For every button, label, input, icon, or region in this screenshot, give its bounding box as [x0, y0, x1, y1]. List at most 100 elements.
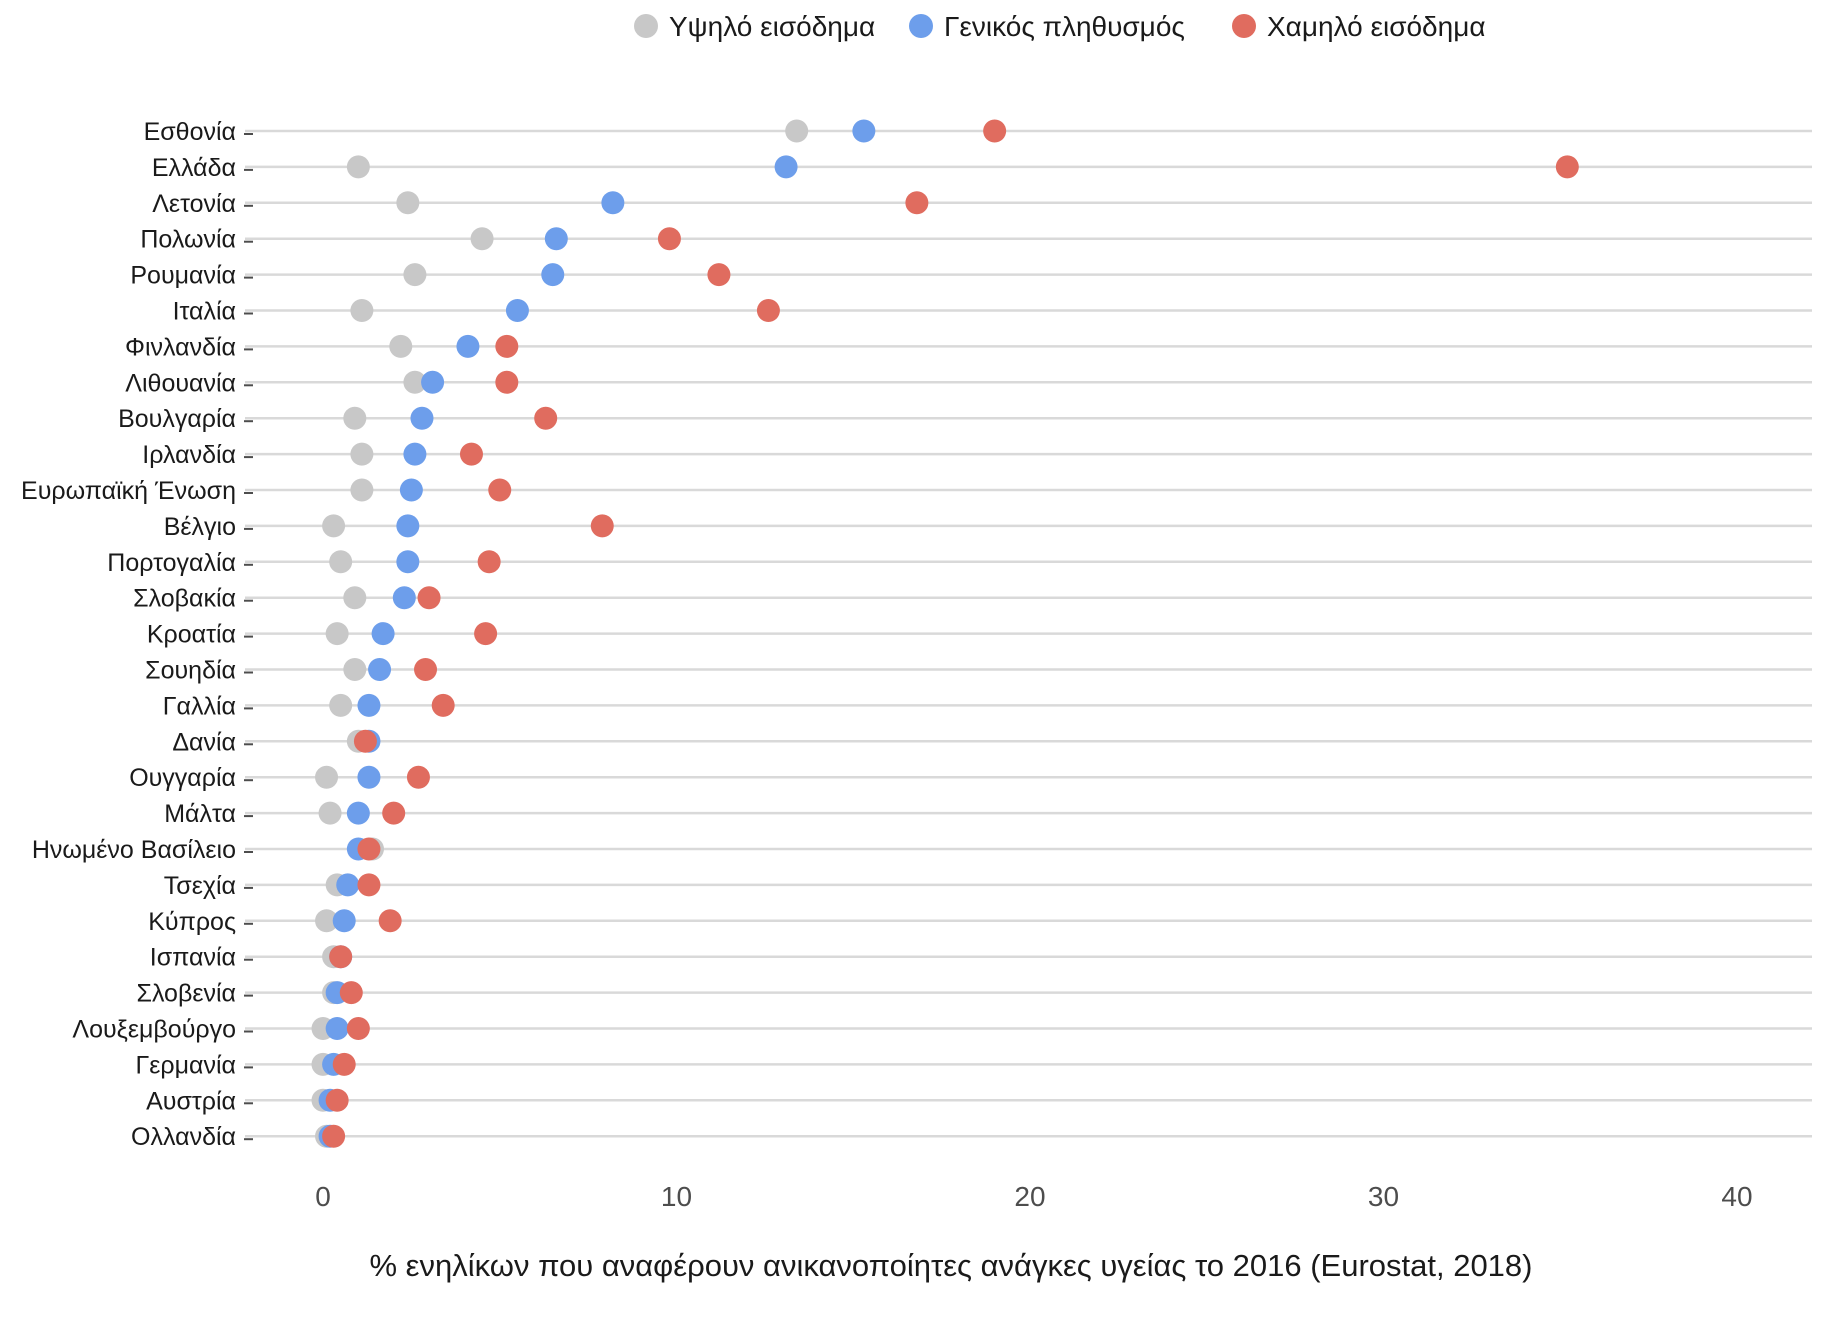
x-axis-label: % ενηλίκων που αναφέρουν ανικανοποίητες …	[370, 1248, 1533, 1283]
data-point	[852, 119, 876, 143]
data-point	[322, 1124, 346, 1148]
data-point	[396, 514, 420, 538]
category-label: Κύπρος	[148, 908, 236, 936]
category-label: Δανία	[172, 728, 236, 756]
legend: Υψηλό εισόδημα Γενικός πληθυσμός Χαμηλό ει…	[634, 11, 1486, 42]
category-label: Ιρλανδία	[142, 441, 236, 469]
x-tick-label: 10	[661, 1181, 692, 1212]
data-point	[399, 478, 423, 502]
data-point	[392, 586, 416, 610]
category-label: Σουηδία	[145, 657, 236, 685]
data-point	[403, 370, 427, 394]
data-point	[357, 873, 381, 897]
data-point	[544, 227, 568, 251]
data-point	[477, 550, 501, 574]
category-label: Βουλγαρία	[118, 405, 236, 433]
category-label: Σλοβακία	[133, 585, 236, 613]
data-point	[350, 442, 374, 466]
data-point	[785, 119, 809, 143]
data-point	[983, 119, 1007, 143]
x-tick-label: 30	[1368, 1181, 1399, 1212]
category-label: Ουγγαρία	[129, 764, 236, 792]
category-label: Τσεχία	[164, 872, 236, 900]
x-tick-label: 0	[315, 1181, 331, 1212]
data-point	[343, 658, 367, 681]
data-point	[396, 191, 420, 215]
data-point	[325, 622, 349, 646]
data-point	[488, 478, 512, 502]
category-label: Σλοβενία	[136, 980, 236, 1008]
data-point	[470, 227, 494, 251]
data-point	[534, 406, 558, 430]
category-label: Ηνωμένο Βασίλειο	[32, 836, 236, 864]
data-point	[707, 263, 731, 287]
data-point	[332, 909, 356, 933]
x-tick-label: 20	[1014, 1181, 1045, 1212]
data-point	[343, 406, 367, 430]
data-point	[325, 1017, 349, 1040]
category-label: Ελλάδα	[152, 154, 236, 182]
category-label: Κροατία	[147, 621, 236, 649]
category-label: Γαλλία	[163, 692, 236, 720]
data-point	[657, 227, 681, 251]
data-point	[905, 191, 929, 215]
data-point	[346, 801, 370, 825]
data-point	[350, 478, 374, 502]
category-label: Μάλτα	[164, 800, 236, 828]
data-point	[474, 622, 498, 646]
data-point	[315, 909, 339, 933]
data-point	[410, 406, 434, 430]
category-label: Πορτογαλία	[107, 549, 236, 577]
category-label: Ισπανία	[150, 944, 236, 972]
data-point	[406, 765, 430, 789]
data-point	[459, 442, 483, 466]
data-point	[590, 514, 614, 538]
data-point	[343, 586, 367, 610]
data-point	[601, 191, 625, 215]
data-point	[350, 299, 374, 322]
category-labels: Εσθονία Ελλάδα Λετονία Πολωνία Ρουμανία Ιταλί…	[21, 118, 253, 1151]
legend-label: Γενικός πληθυσμός	[944, 11, 1185, 42]
data-point	[389, 334, 413, 358]
category-label: Πολωνία	[140, 226, 236, 254]
data-point	[329, 945, 353, 969]
data-points	[311, 119, 1579, 1148]
data-point	[1555, 155, 1579, 179]
data-point	[353, 729, 377, 753]
legend-marker	[1232, 14, 1256, 38]
legend-label: Υψηλό εισόδημα	[669, 11, 875, 42]
data-point	[318, 801, 342, 825]
data-point	[329, 693, 353, 717]
data-point	[357, 837, 381, 861]
category-label: Λετονία	[152, 190, 236, 218]
data-point	[368, 658, 392, 681]
x-tick-label: 40	[1721, 1181, 1752, 1212]
category-label: Εσθονία	[144, 118, 236, 146]
data-point	[421, 370, 445, 394]
category-label: Βέλγιο	[164, 513, 236, 541]
category-label: Γερμανία	[135, 1051, 236, 1079]
data-point	[371, 622, 395, 646]
data-point	[322, 514, 346, 538]
legend-marker	[909, 14, 933, 38]
data-point	[339, 981, 363, 1005]
category-label: Λιθουανία	[125, 369, 236, 397]
data-point	[403, 442, 427, 466]
data-point	[357, 765, 381, 789]
data-point	[382, 801, 406, 825]
data-point	[346, 155, 370, 179]
data-point	[414, 658, 438, 681]
data-point	[336, 873, 360, 897]
category-label: Ευρωπαϊκή Ένωση	[21, 477, 236, 505]
x-axis-ticks: 0 10 20 30 40	[315, 1181, 1752, 1212]
data-point	[495, 334, 519, 358]
category-label: Ρουμανία	[130, 262, 236, 290]
data-point	[325, 1088, 349, 1112]
data-point	[378, 909, 402, 933]
legend-label: Χαμηλό εισόδημα	[1267, 11, 1486, 42]
data-point	[541, 263, 565, 287]
data-point	[456, 334, 480, 358]
category-label: Αυστρία	[146, 1087, 236, 1115]
data-point	[403, 263, 427, 287]
